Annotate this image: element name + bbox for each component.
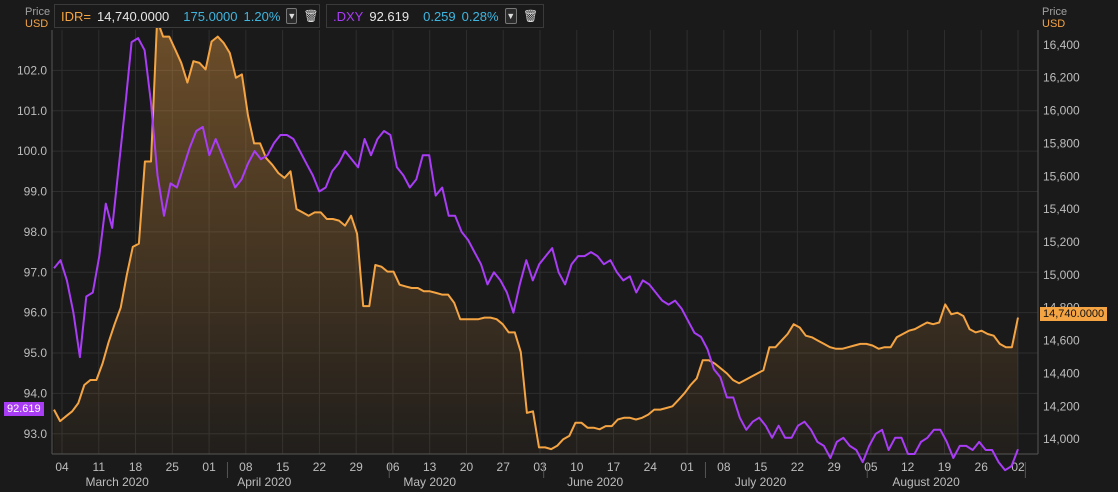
x-tick-label: 11 xyxy=(93,460,106,474)
x-tick-label: 29 xyxy=(827,460,841,474)
x-tick-label: 02 xyxy=(1011,460,1025,474)
idr-last-price-tag: 14,740.0000 xyxy=(1040,307,1108,321)
trash-icon[interactable]: 🗑 xyxy=(523,9,539,23)
legend-idr[interactable]: IDR= 14,740.0000 175.0000 1.20% ▼ 🗑 xyxy=(54,4,320,28)
right-tick-label: 16,200 xyxy=(1043,71,1080,85)
left-axis-title: Price USD xyxy=(25,6,51,30)
chevron-down-icon[interactable]: ▼ xyxy=(504,8,517,24)
x-tick-label: 26 xyxy=(975,460,989,474)
x-tick-label: 18 xyxy=(129,460,143,474)
right-tick-label: 15,800 xyxy=(1043,136,1080,150)
x-tick-label: 12 xyxy=(901,460,915,474)
series-area-idr xyxy=(54,20,1018,454)
left-tick-label: 97.0 xyxy=(24,265,48,279)
right-tick-label: 15,000 xyxy=(1043,268,1080,282)
x-tick-label: 15 xyxy=(754,460,768,474)
legend-idr-value: 14,740.0000 xyxy=(96,8,170,24)
legend-dxy-symbol: .DXY xyxy=(333,8,364,24)
x-tick-label: 13 xyxy=(423,460,437,474)
x-tick-label: 08 xyxy=(239,460,253,474)
right-tick-label: 14,000 xyxy=(1043,432,1080,446)
right-tick-label: 15,600 xyxy=(1043,169,1080,183)
left-tick-label: 101.0 xyxy=(17,104,47,118)
dxy-last-price-tag: 92.619 xyxy=(4,402,44,416)
left-tick-label: 96.0 xyxy=(24,306,48,320)
legend-dxy-pct: 0.28% xyxy=(461,8,499,24)
x-tick-label: 22 xyxy=(791,460,805,474)
month-label: March 2020 xyxy=(85,475,149,489)
x-tick-label: 03 xyxy=(533,460,547,474)
x-tick-label: 22 xyxy=(313,460,327,474)
month-label: May 2020 xyxy=(403,475,456,489)
legend-idr-change: 175.0000 xyxy=(183,8,238,24)
x-tick-label: 17 xyxy=(607,460,621,474)
legend-dxy[interactable]: .DXY 92.619 0.259 0.28% ▼ 🗑 xyxy=(326,4,544,28)
month-label: April 2020 xyxy=(237,475,291,489)
right-tick-label: 14,200 xyxy=(1043,399,1080,413)
x-tick-label: 27 xyxy=(497,460,511,474)
right-tick-label: 15,400 xyxy=(1043,202,1080,216)
x-tick-label: 04 xyxy=(55,460,69,474)
month-label: August 2020 xyxy=(892,475,960,489)
x-tick-label: 25 xyxy=(166,460,180,474)
x-tick-label: 19 xyxy=(938,460,952,474)
right-tick-label: 14,400 xyxy=(1043,366,1080,380)
chevron-down-icon[interactable]: ▼ xyxy=(286,8,298,24)
trash-icon[interactable]: 🗑 xyxy=(303,9,319,23)
left-tick-label: 95.0 xyxy=(24,346,48,360)
right-tick-label: 16,400 xyxy=(1043,38,1080,52)
x-tick-label: 29 xyxy=(349,460,363,474)
x-tick-label: 06 xyxy=(386,460,400,474)
x-tick-label: 20 xyxy=(460,460,474,474)
series-line-idr xyxy=(53,19,1019,451)
x-tick-label: 01 xyxy=(680,460,694,474)
right-axis-title: Price USD xyxy=(1042,6,1068,30)
x-tick-label: 01 xyxy=(202,460,216,474)
legend-idr-symbol: IDR= xyxy=(61,8,91,24)
month-label: July 2020 xyxy=(735,475,787,489)
right-tick-label: 15,200 xyxy=(1043,235,1080,249)
month-label: June 2020 xyxy=(567,475,623,489)
x-tick-label: 10 xyxy=(570,460,584,474)
right-tick-label: 14,600 xyxy=(1043,334,1080,348)
left-tick-label: 94.0 xyxy=(24,386,48,400)
series-line-dxy xyxy=(53,37,1019,472)
x-tick-label: 24 xyxy=(644,460,658,474)
x-tick-label: 15 xyxy=(276,460,290,474)
left-tick-label: 93.0 xyxy=(24,427,48,441)
left-tick-label: 102.0 xyxy=(17,63,47,77)
left-tick-label: 99.0 xyxy=(24,185,48,199)
legend-idr-pct: 1.20% xyxy=(243,8,281,24)
legend-dxy-value: 92.619 xyxy=(369,8,410,24)
x-tick-label: 08 xyxy=(717,460,731,474)
x-tick-label: 05 xyxy=(864,460,878,474)
right-tick-label: 16,000 xyxy=(1043,104,1080,118)
left-tick-label: 98.0 xyxy=(24,225,48,239)
left-tick-label: 100.0 xyxy=(17,144,47,158)
legend-dxy-change: 0.259 xyxy=(423,8,456,24)
